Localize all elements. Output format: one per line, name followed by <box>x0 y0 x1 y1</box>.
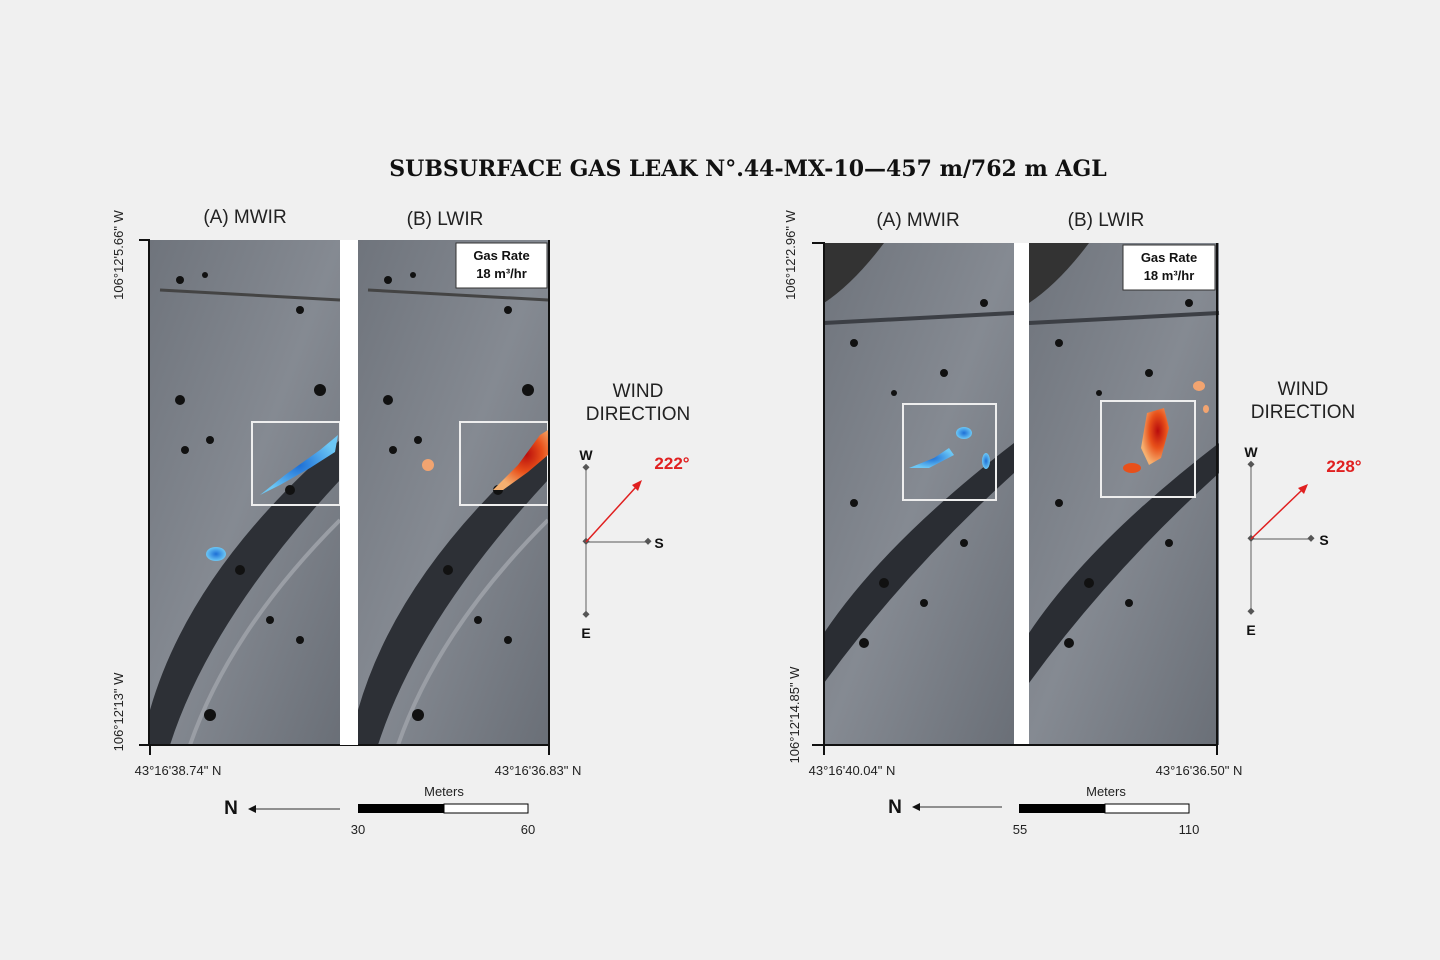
image-separator <box>1014 243 1029 745</box>
lwir-plume <box>493 430 548 490</box>
inset-box <box>1100 400 1196 498</box>
wind-title-1: WIND <box>613 381 664 402</box>
scale-bar-dark <box>358 804 444 813</box>
wind-compass: WIND DIRECTION W S E 222° <box>579 381 690 641</box>
lwir-image: Gas Rate 18 m³/hr <box>1027 241 1221 747</box>
label-lwir: (B) LWIR <box>1068 210 1145 231</box>
scale-max: 110 <box>1179 822 1200 837</box>
mwir-image <box>822 241 1016 747</box>
wind-arrow <box>1250 489 1303 540</box>
north-arrow-head <box>912 803 920 811</box>
scale-title: Meters <box>1086 784 1126 799</box>
lwir-plume-3 <box>1193 381 1205 391</box>
wind-degrees: 222° <box>654 454 689 473</box>
compass-s: S <box>654 535 663 551</box>
wind-title-1: WIND <box>1278 379 1329 400</box>
gas-rate-box <box>455 242 548 289</box>
scale-min: 55 <box>1013 822 1027 837</box>
mwir-image <box>148 238 342 747</box>
compass-e: E <box>1246 622 1255 638</box>
lat-right: 43°16'36.83" N <box>495 763 582 778</box>
mwir-plume-small <box>206 547 226 561</box>
gas-rate-box <box>1122 244 1216 291</box>
lat-left: 43°16'40.04" N <box>809 763 896 778</box>
scale-bar-light <box>443 803 529 814</box>
wind-arrow <box>585 486 637 543</box>
lwir-image: Gas Rate 18 m³/hr <box>356 238 550 747</box>
scale-title: Meters <box>424 784 464 799</box>
compass-w: W <box>579 447 593 463</box>
wind-title-2: DIRECTION <box>1251 402 1356 423</box>
lon-top: 106°12'5.66" W <box>111 209 126 299</box>
gas-rate-label: Gas Rate <box>1141 250 1197 265</box>
scale-min: 30 <box>351 822 365 837</box>
lat-right: 43°16'36.50" N <box>1156 763 1243 778</box>
map-axes <box>812 242 1218 755</box>
gas-rate-value: 18 m³/hr <box>476 266 527 281</box>
scale-max: 60 <box>521 822 535 837</box>
inset-box <box>902 403 997 501</box>
panel-2: (A) MWIR (B) LWIR Gas Rate 18 m³/hr 10 <box>783 209 1362 837</box>
map-axes <box>139 239 550 755</box>
wind-arrow-head <box>632 480 642 491</box>
north-label: N <box>888 797 902 818</box>
lon-bottom: 106°12'14.85" W <box>787 666 802 764</box>
lon-top: 106°12'2.96" W <box>783 209 798 299</box>
mwir-plume <box>260 435 338 495</box>
lwir-plume <box>1141 408 1169 465</box>
compass-w: W <box>1244 444 1258 460</box>
label-mwir: (A) MWIR <box>876 210 959 231</box>
north-arrow-head <box>248 805 256 813</box>
wind-compass: WIND DIRECTION W S E 228° <box>1244 379 1361 638</box>
compass-s: S <box>1319 532 1328 548</box>
figure-title: SUBSURFACE GAS LEAK N°.44-MX-10—457 m/76… <box>389 156 1107 182</box>
compass-e: E <box>581 625 590 641</box>
lon-bottom: 106°12'13" W <box>111 672 126 752</box>
lwir-plume-small <box>422 459 434 471</box>
wind-arrow-head <box>1298 484 1308 494</box>
label-lwir: (B) LWIR <box>407 209 484 230</box>
label-mwir: (A) MWIR <box>203 207 286 228</box>
mwir-plume-3 <box>982 453 990 469</box>
gas-rate-value: 18 m³/hr <box>1144 268 1195 283</box>
scale-bar-light <box>1104 803 1190 814</box>
gas-rate-label: Gas Rate <box>473 248 529 263</box>
lwir-plume-2 <box>1123 463 1141 473</box>
wind-degrees: 228° <box>1326 457 1361 476</box>
panel-1: (A) MWIR (B) LWIR Gas Rate 18 m³/hr 106°… <box>111 207 690 837</box>
lwir-plume-4 <box>1203 405 1209 413</box>
wind-title-2: DIRECTION <box>586 404 691 425</box>
mwir-plume <box>909 448 954 468</box>
scale-bar-dark <box>1019 804 1105 813</box>
north-label: N <box>224 798 238 819</box>
mwir-plume-2 <box>956 427 972 439</box>
lat-left: 43°16'38.74" N <box>135 763 222 778</box>
image-separator <box>340 240 358 745</box>
